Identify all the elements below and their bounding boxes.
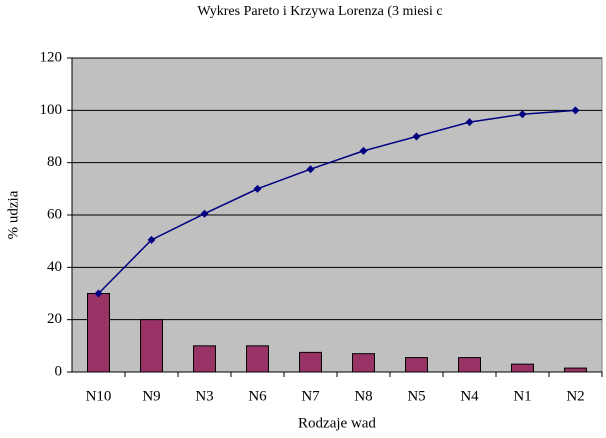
bar	[246, 345, 269, 373]
chart-title: Wykres Pareto i Krzywa Lorenza (3 miesi …	[197, 4, 442, 19]
bar	[352, 353, 375, 373]
y-tick-label: 80	[47, 154, 62, 170]
marker	[200, 209, 209, 218]
marker	[306, 165, 315, 174]
marker	[94, 289, 103, 298]
bar	[140, 319, 163, 373]
y-axis-label: % udzia	[5, 190, 21, 239]
bar	[87, 293, 110, 373]
x-tick-label: N7	[301, 388, 320, 404]
marker	[412, 132, 421, 141]
x-tick-label: N5	[407, 388, 425, 404]
bar	[405, 357, 428, 373]
x-tick-label: N10	[86, 388, 112, 404]
y-tick-label: 20	[47, 311, 62, 327]
line	[97, 109, 576, 295]
x-tick-label: N2	[566, 388, 584, 404]
x-tick-label: N8	[354, 388, 372, 404]
marker	[571, 106, 580, 115]
marker	[465, 118, 474, 127]
bar	[299, 351, 322, 373]
bar	[193, 345, 216, 373]
marker	[147, 235, 156, 244]
y-tick-label: 100	[40, 102, 63, 118]
x-axis-label: Rodzaje wad	[298, 415, 376, 431]
bar	[511, 363, 534, 373]
x-tick-label: N6	[248, 388, 267, 404]
y-tick-label: 60	[47, 206, 62, 222]
marker	[359, 146, 368, 155]
x-tick-label: N4	[460, 388, 479, 404]
y-tick-label: 0	[55, 363, 63, 379]
x-tick-label: N9	[142, 388, 160, 404]
y-tick-label: 120	[40, 49, 63, 65]
bar	[458, 357, 481, 373]
x-tick-label: N3	[195, 388, 213, 404]
marker	[518, 110, 527, 119]
bar	[564, 367, 587, 373]
x-tick-label: N1	[513, 388, 531, 404]
y-tick-label: 40	[47, 259, 62, 275]
marker	[253, 184, 262, 193]
